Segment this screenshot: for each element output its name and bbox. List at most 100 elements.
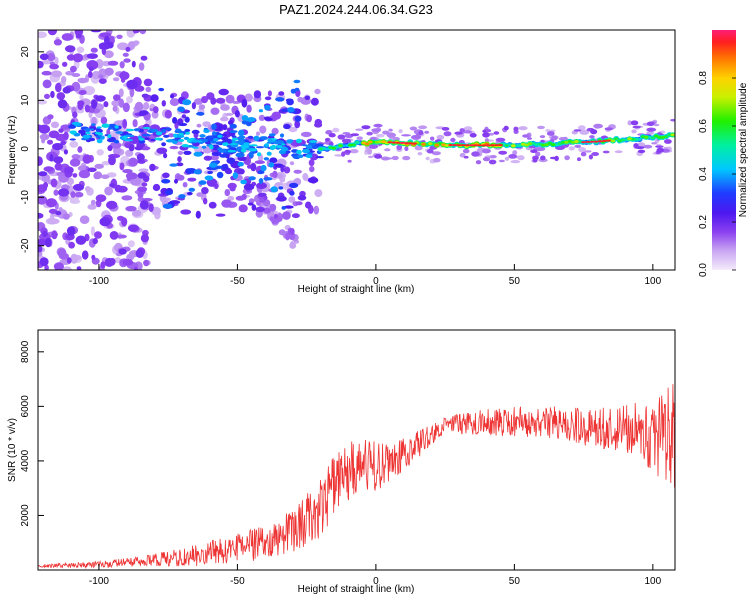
spectrogram-cell	[108, 123, 117, 128]
spectrogram-cell	[630, 137, 636, 141]
spectrogram-cell	[140, 55, 148, 61]
spectrogram-cell	[463, 155, 469, 159]
spectrogram-cell	[255, 146, 265, 149]
spectrogram-cell	[414, 145, 423, 151]
snr-series-line	[38, 384, 675, 570]
spectrogram-cell	[211, 131, 217, 136]
spectrogram-cell	[169, 163, 178, 167]
spectrogram-cell	[125, 46, 131, 52]
snr-panel: -100 -50 0 50 100 2000 4000 6000 8000 Height of…	[7, 329, 676, 595]
spectrogram-cell	[143, 259, 150, 267]
spectrogram-cell	[126, 79, 138, 90]
spectrogram-cell	[151, 128, 159, 133]
spectrogram-cell	[61, 76, 67, 84]
spectrogram-cell	[225, 94, 235, 104]
spectrogram-cell	[118, 88, 124, 97]
spectrogram-cell	[282, 211, 291, 220]
spectrogram-cell	[325, 138, 330, 142]
spectrogram-cell	[52, 143, 64, 151]
spectrogram-cell	[99, 217, 111, 227]
spectrogram-cell	[527, 142, 533, 146]
spectrogram-cell	[580, 151, 587, 157]
spectrogram-cell	[39, 133, 50, 141]
spectrogram-cell	[132, 119, 138, 128]
spectrogram-cell	[471, 151, 480, 157]
spectrogram-cell	[229, 123, 237, 129]
spectrogram-y-tick-label: 0	[20, 146, 31, 152]
spectrogram-cell	[646, 127, 657, 132]
spectrogram-cell	[90, 47, 98, 53]
spectrogram-cell	[91, 123, 96, 126]
spectrogram-cell	[386, 132, 396, 138]
spectrogram-cell	[93, 172, 100, 180]
spectrogram-cell	[77, 77, 88, 84]
spectrogram-cell	[257, 192, 267, 197]
spectrogram-cell	[240, 144, 249, 149]
spectrogram-cell	[88, 66, 94, 72]
spectrogram-cell	[193, 151, 203, 157]
spectrogram-cell	[570, 140, 576, 144]
spectrogram-cell	[412, 142, 418, 145]
spectrogram-cell	[216, 165, 223, 169]
spectrogram-cell	[60, 140, 67, 146]
spectrogram-cell	[275, 144, 283, 149]
spectrogram-cell	[630, 120, 639, 126]
spectrogram-cell	[285, 232, 290, 241]
spectrogram-cell	[43, 166, 54, 172]
spectrogram-cell	[268, 133, 276, 137]
snr-y-ticks: 2000 4000 6000 8000	[20, 340, 44, 527]
spectrogram-cell	[366, 131, 373, 136]
spectrogram-cell	[134, 101, 144, 112]
spectrogram-cell	[79, 93, 84, 101]
spectrogram-cell	[246, 179, 252, 185]
spectrogram-cell	[275, 97, 285, 102]
spectrogram-cell	[177, 156, 182, 163]
spectrogram-cell	[141, 133, 151, 137]
spectrogram-cell	[355, 128, 364, 131]
spectrogram-cell	[646, 121, 655, 127]
spectrogram-cell	[227, 195, 235, 201]
spectrogram-cell	[79, 215, 90, 224]
spectrogram-cell	[66, 177, 74, 186]
spectrogram-cell	[75, 235, 87, 245]
spectrogram-cell	[305, 144, 313, 150]
spectrogram-cell	[218, 149, 227, 153]
spectrogram-cell	[388, 128, 393, 132]
spectrogram-cell	[255, 206, 265, 213]
spectrogram-cell	[176, 174, 185, 181]
spectrogram-cell	[401, 134, 411, 137]
spectrogram-cell	[578, 147, 586, 153]
spectrogram-cell	[161, 142, 167, 147]
spectrogram-cell	[60, 124, 72, 130]
snr-y-tick-label: 4000	[20, 449, 31, 472]
spectrogram-cell	[209, 162, 218, 168]
spectrogram-cell	[531, 142, 536, 145]
spectrogram-cell	[192, 146, 199, 149]
spectrogram-cell	[462, 130, 473, 134]
spectrogram-cell	[577, 157, 581, 162]
spectrogram-cell	[50, 121, 60, 129]
spectrogram-cell	[295, 201, 303, 206]
spectrogram-cell	[125, 128, 135, 132]
spectrogram-cell	[201, 187, 209, 195]
spectrogram-cell	[376, 134, 385, 138]
spectrogram-cell	[488, 159, 497, 165]
spectrogram-cell	[511, 144, 516, 148]
spectrogram-cell	[104, 257, 114, 267]
spectrogram-cell	[72, 183, 85, 191]
spectrogram-cell	[183, 150, 192, 155]
spectrogram-cell	[38, 156, 43, 166]
spectrogram-cell	[260, 164, 267, 172]
spectrogram-cell	[584, 150, 592, 153]
spectrogram-cell	[125, 205, 137, 212]
spectrogram-cell	[170, 94, 175, 99]
spectrogram-cell	[241, 120, 248, 125]
spectrogram-cell	[231, 135, 237, 138]
spectrogram-cell	[122, 118, 128, 129]
spectrogram-cell	[517, 155, 525, 161]
spectrogram-cell	[116, 234, 127, 239]
spectrogram-cell	[263, 195, 268, 201]
spectrogram-cell	[560, 141, 566, 144]
spectrogram-cell	[107, 134, 112, 139]
spectrogram-cell	[108, 155, 116, 166]
